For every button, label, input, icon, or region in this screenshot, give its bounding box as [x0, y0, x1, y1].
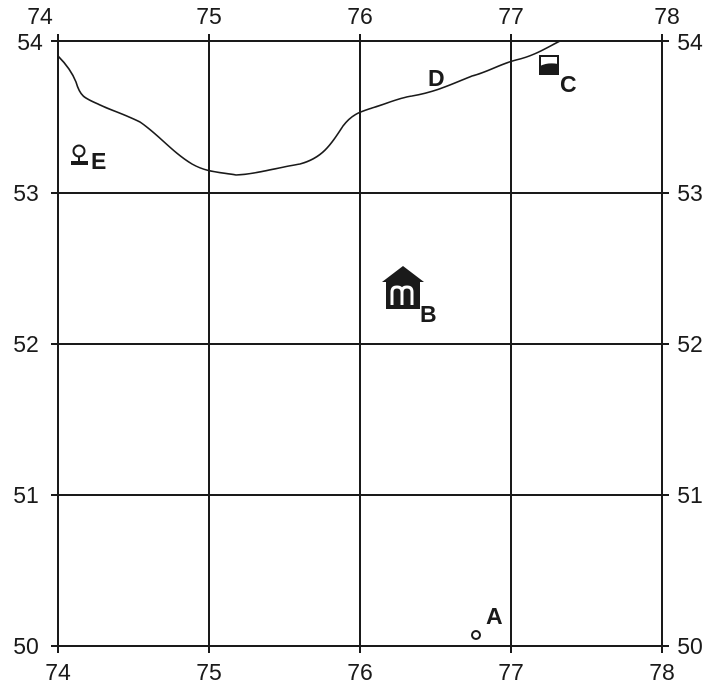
x-tick-bottom-75: 75 [196, 659, 222, 685]
y-tick-left-54: 54 [17, 29, 43, 55]
x-tick-top-78: 78 [654, 3, 680, 29]
x-tick-top-76: 76 [347, 3, 373, 29]
y-tick-left-50: 50 [13, 633, 39, 659]
y-tick-right-51: 51 [677, 482, 703, 508]
feature-label-a: A [486, 603, 503, 629]
x-tick-top-74: 74 [27, 3, 53, 29]
y-tick-left-53: 53 [13, 180, 39, 206]
x-tick-bottom-78: 78 [649, 659, 675, 685]
x-tick-bottom-77: 77 [498, 659, 524, 685]
feature-label-b: B [420, 301, 437, 327]
museum-building-icon [382, 266, 424, 309]
x-tick-top-77: 77 [498, 3, 524, 29]
river-line [57, 40, 561, 176]
y-tick-right-53: 53 [677, 180, 703, 206]
y-tick-left-52: 52 [13, 331, 39, 357]
x-tick-top-75: 75 [196, 3, 222, 29]
feature-label-c: C [560, 71, 577, 97]
pin-marker-icon [71, 144, 88, 165]
tick-marks [51, 34, 669, 653]
half-filled-square-icon [539, 55, 559, 75]
feature-label-d: D [428, 65, 445, 91]
small-circle-icon [471, 630, 481, 640]
x-tick-bottom-76: 76 [347, 659, 373, 685]
feature-label-e: E [91, 148, 106, 174]
y-tick-left-51: 51 [13, 482, 39, 508]
x-tick-bottom-74: 74 [45, 659, 71, 685]
y-tick-right-54: 54 [677, 29, 703, 55]
y-tick-right-50: 50 [677, 633, 703, 659]
y-tick-right-52: 52 [677, 331, 703, 357]
